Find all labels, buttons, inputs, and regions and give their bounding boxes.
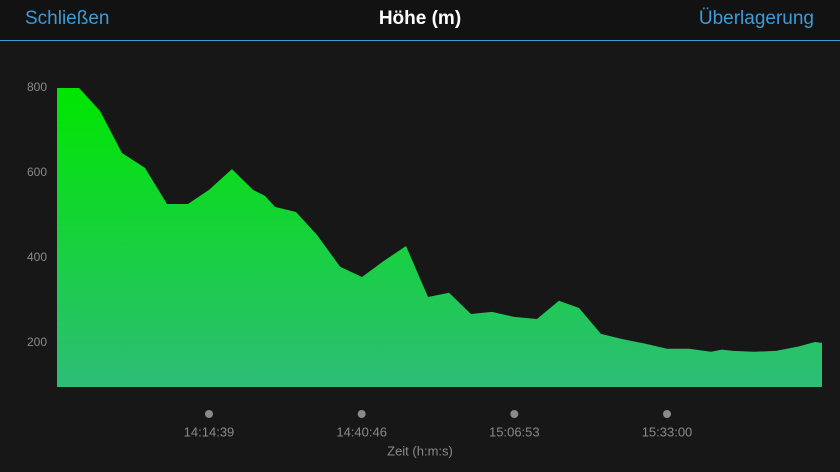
x-tick-mark xyxy=(662,410,671,418)
y-tick-label: 200 xyxy=(27,335,47,349)
x-tick-label: 15:06:53 xyxy=(489,424,540,439)
elevation-area xyxy=(57,87,822,387)
x-tick-label: 14:40:46 xyxy=(336,424,387,439)
x-tick-mark xyxy=(510,410,519,418)
y-tick-label: 800 xyxy=(27,80,47,94)
x-axis-label: Zeit (h:m:s) xyxy=(387,443,453,458)
x-tick-mark xyxy=(204,410,213,418)
header-bar xyxy=(0,0,840,40)
x-tick-label: 14:14:39 xyxy=(184,424,235,439)
x-tick-label: 15:33:00 xyxy=(642,424,693,439)
overlay-button[interactable]: Überlagerung xyxy=(699,8,814,29)
header-title: Höhe (m) xyxy=(379,8,461,29)
y-tick-label: 400 xyxy=(27,250,47,264)
x-tick-mark xyxy=(357,410,366,418)
y-tick-label: 600 xyxy=(27,165,47,179)
close-button[interactable]: Schließen xyxy=(25,8,110,29)
